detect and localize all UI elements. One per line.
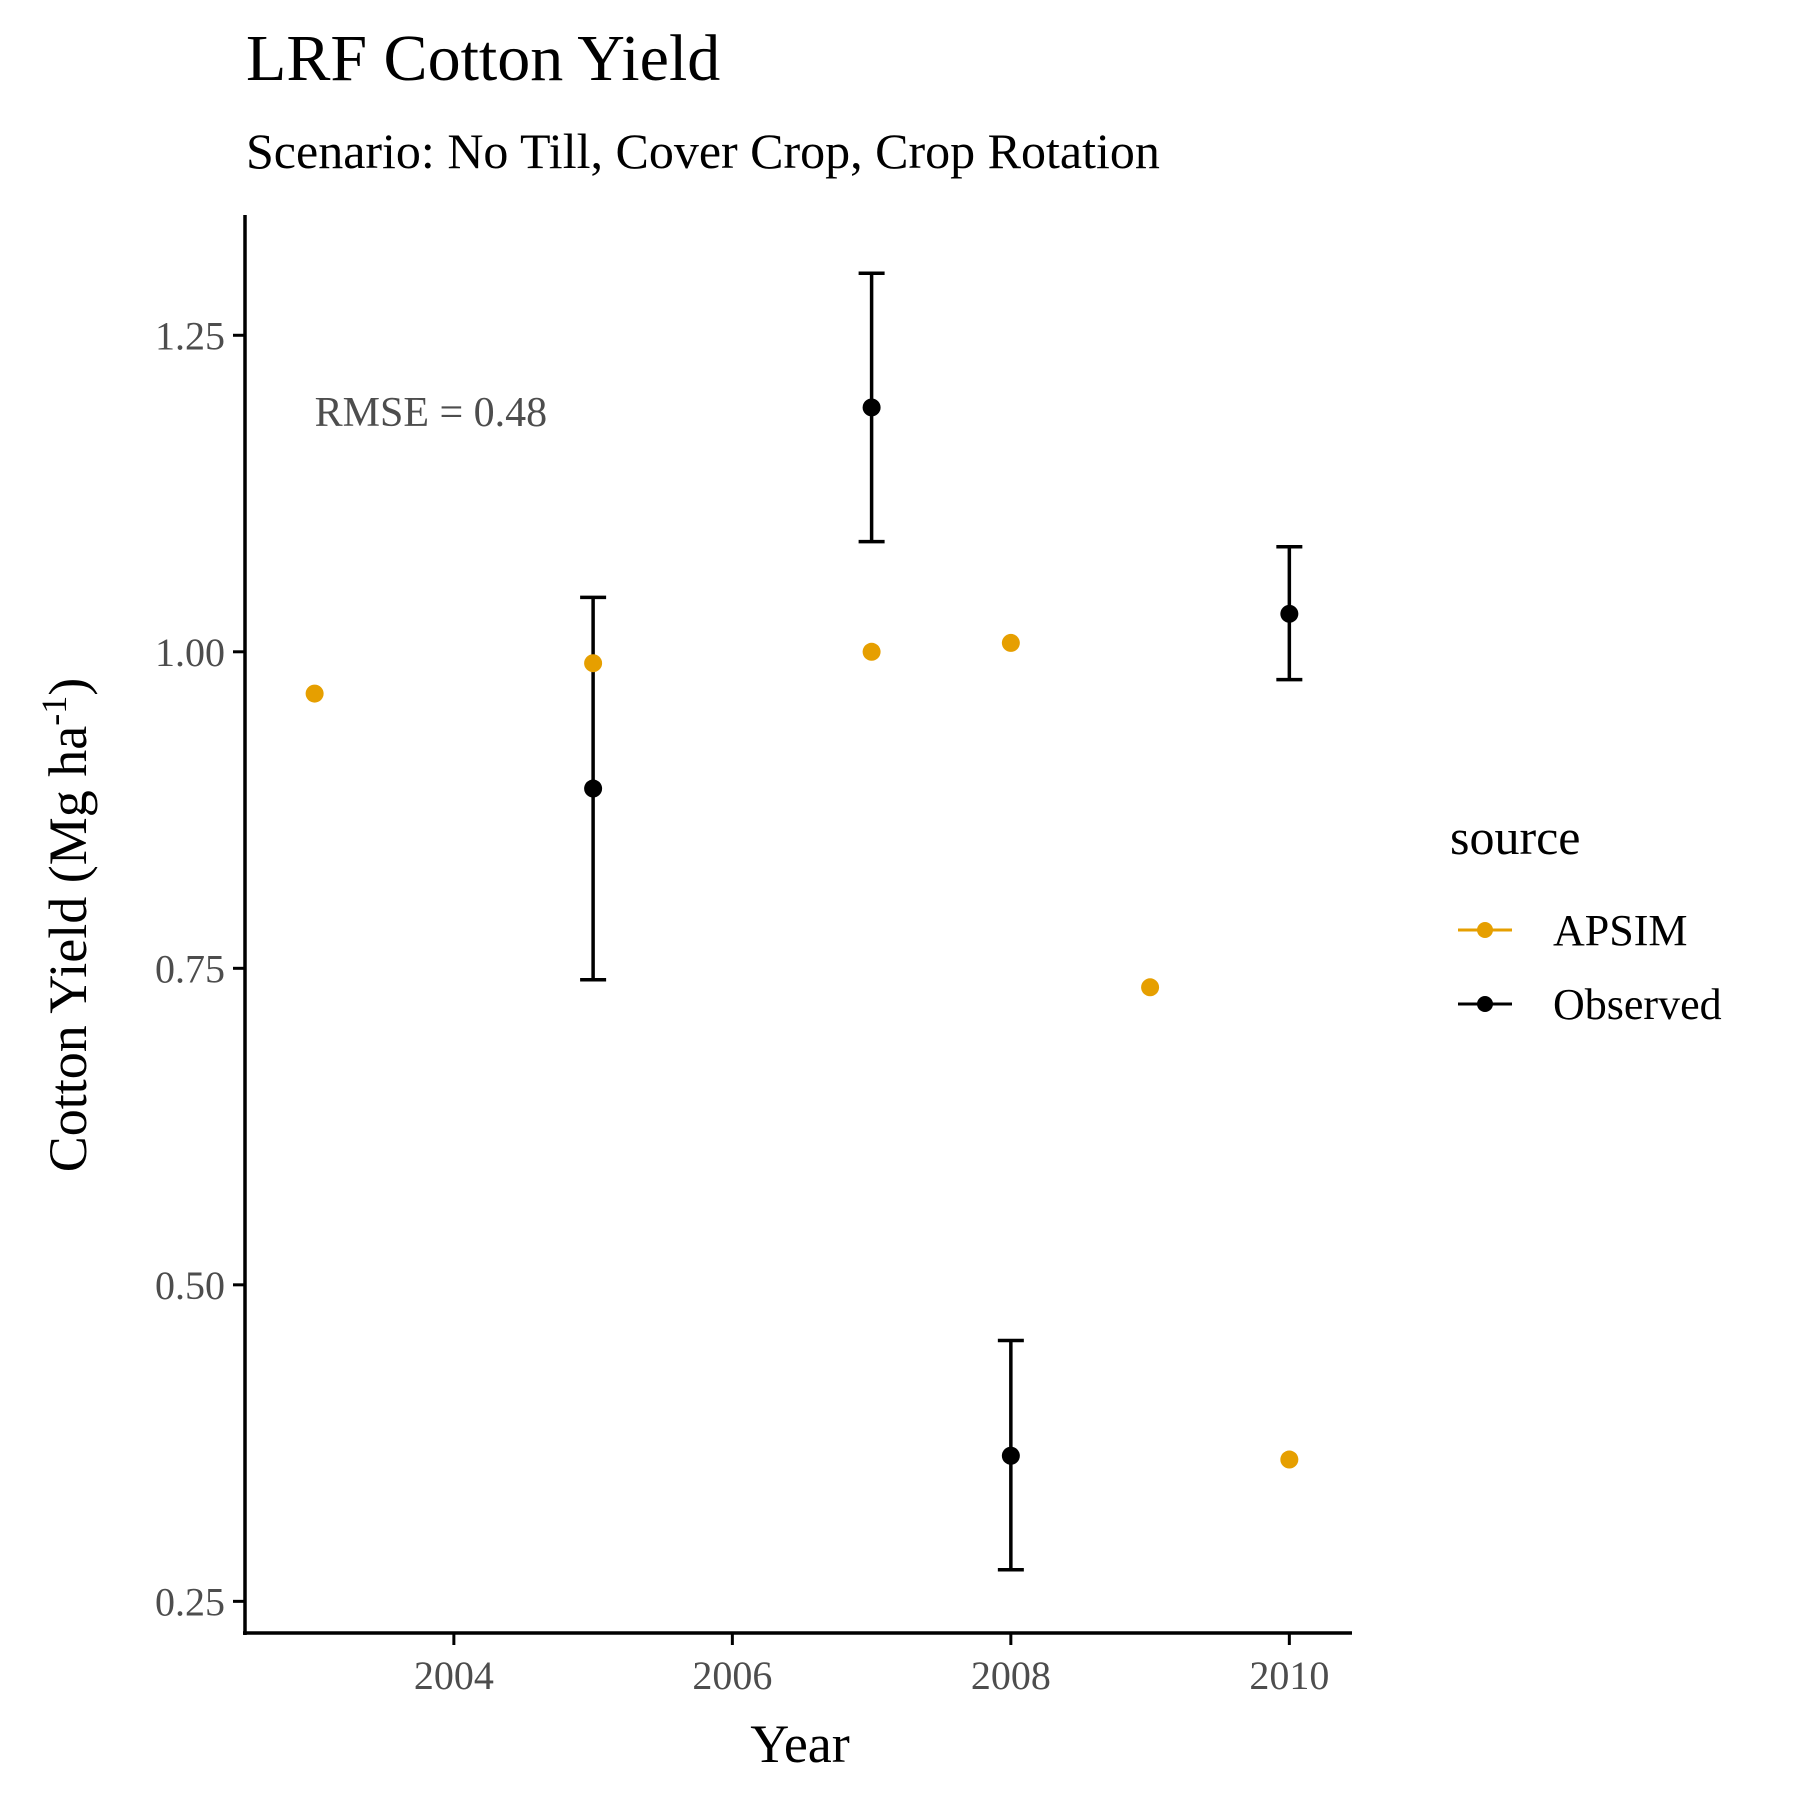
apsim-point xyxy=(862,642,881,661)
apsim-point xyxy=(584,654,603,673)
y-tick-label: 0.25 xyxy=(155,1579,225,1624)
x-tick-label: 2004 xyxy=(414,1653,494,1698)
legend-title: source xyxy=(1450,809,1581,865)
y-tick-label: 0.50 xyxy=(155,1263,225,1308)
observed-point xyxy=(1001,1446,1020,1465)
legend-entry-apsim: APSIM xyxy=(1458,906,1688,955)
y-tick-label: 1.25 xyxy=(155,313,225,358)
chart-title: LRF Cotton Yield xyxy=(246,22,720,95)
apsim-point xyxy=(1001,633,1020,652)
y-axis-title-main: Cotton Yield (Mg ha xyxy=(38,726,98,1173)
legend-entry-observed: Observed xyxy=(1458,980,1722,1029)
y-axis-title: Cotton Yield (Mg ha-1) xyxy=(34,678,98,1172)
x-axis-title: Year xyxy=(750,1714,850,1774)
chart-subtitle: Scenario: No Till, Cover Crop, Crop Rota… xyxy=(246,123,1160,179)
legend-key-dot-observed xyxy=(1477,996,1493,1012)
x-tick-label: 2010 xyxy=(1249,1653,1329,1698)
legend: source APSIM Observed xyxy=(1450,809,1722,1029)
y-axis-ticks: 0.25 0.50 0.75 1.00 1.25 xyxy=(155,313,245,1624)
apsim-point xyxy=(305,684,324,703)
observed-point xyxy=(1280,604,1299,623)
observed-point xyxy=(862,398,881,417)
rmse-annotation: RMSE = 0.48 xyxy=(315,390,548,436)
x-axis-ticks: 2004 2006 2008 2010 xyxy=(414,1633,1329,1698)
apsim-point xyxy=(1141,978,1160,997)
y-axis-title-superscript: -1 xyxy=(34,696,74,726)
apsim-point xyxy=(1280,1450,1299,1469)
legend-key-dot-apsim xyxy=(1477,922,1493,938)
legend-label-observed: Observed xyxy=(1553,980,1722,1029)
legend-label-apsim: APSIM xyxy=(1553,906,1688,955)
observed-point xyxy=(584,779,603,798)
y-tick-label: 0.75 xyxy=(155,946,225,991)
y-tick-label: 1.00 xyxy=(155,630,225,675)
plot-area xyxy=(305,271,1303,1572)
y-axis-title-close: ) xyxy=(38,678,98,696)
x-tick-label: 2006 xyxy=(692,1653,772,1698)
x-tick-label: 2008 xyxy=(971,1653,1051,1698)
